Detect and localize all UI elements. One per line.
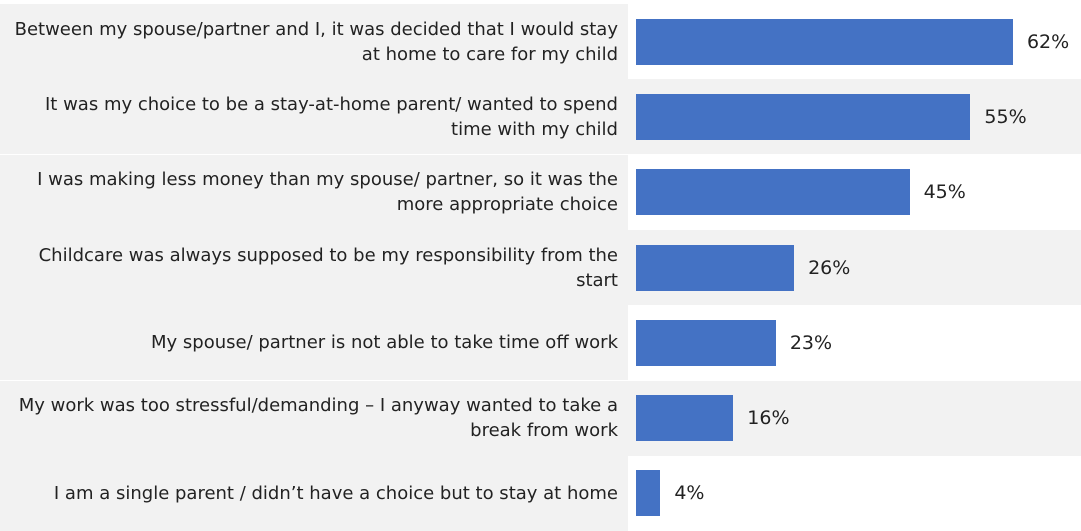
value-label: 16% xyxy=(747,407,790,430)
value-label: 55% xyxy=(984,105,1027,128)
value-label: 4% xyxy=(674,482,705,505)
value-label: 62% xyxy=(1026,30,1070,53)
category-label: It was my choice to be a stay-at-home pa… xyxy=(45,93,618,140)
row-background xyxy=(0,229,1081,305)
category-label: My work was too stressful/demanding – I … xyxy=(18,395,618,442)
category-label: My spouse/ partner is not able to take t… xyxy=(151,332,618,354)
bar xyxy=(636,395,734,442)
bar xyxy=(636,244,795,291)
bar xyxy=(636,319,776,366)
row-background xyxy=(0,305,1081,381)
bar xyxy=(636,93,971,140)
value-label: 23% xyxy=(789,331,833,354)
category-label: Between my spouse/partner and I, it was … xyxy=(14,18,618,65)
category-label: Childcare was always supposed to be my r… xyxy=(38,244,618,291)
value-label: 26% xyxy=(808,256,851,279)
bar xyxy=(636,169,910,216)
value-label: 45% xyxy=(923,181,966,204)
category-label: I was making less money than my spouse/ … xyxy=(37,169,618,216)
row-background xyxy=(0,380,1081,456)
category-label: I am a single parent / didn’t have a cho… xyxy=(53,482,618,504)
bar xyxy=(636,470,661,517)
bar xyxy=(636,18,1013,65)
row-background xyxy=(0,455,1081,531)
